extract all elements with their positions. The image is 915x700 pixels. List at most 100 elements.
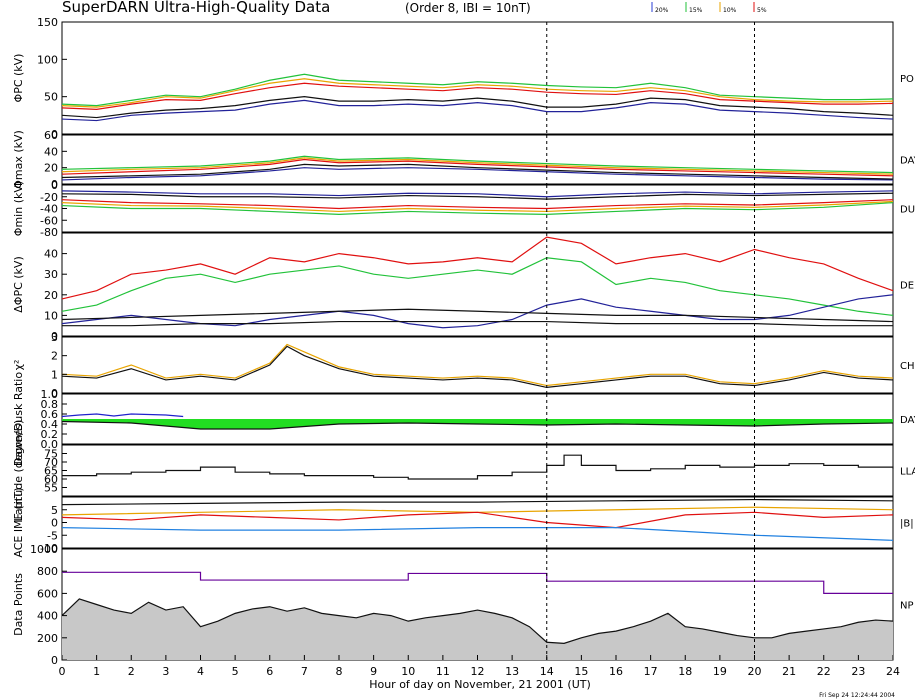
legend-label-3: 5% — [757, 7, 767, 14]
y-axis-label-lat: Latitude (degrees) — [12, 420, 25, 522]
x-tick-label-20: 20 — [748, 665, 762, 678]
x-tick-label-15: 15 — [574, 665, 588, 678]
x-tick-label-18: 18 — [678, 665, 692, 678]
series-line-max-3 — [61, 167, 894, 181]
y-tick-label-max-2: 40 — [44, 145, 58, 158]
x-tick-label-22: 22 — [817, 665, 831, 678]
x-tick-label-2: 2 — [128, 665, 135, 678]
y-tick-label-ratio-2: 0.4 — [41, 418, 59, 431]
series-line-ratio-1 — [61, 413, 184, 418]
side-label-dpc: DE — [900, 281, 914, 292]
x-tick-label-7: 7 — [301, 665, 308, 678]
side-label-lat: LLA — [900, 467, 915, 478]
y-axis-label-pc: ΦPC (kV) — [12, 54, 25, 103]
legend-label-2: 10% — [723, 7, 737, 14]
y-tick-label-chi-3: 3 — [51, 331, 58, 344]
y-tick-label-np-1: 200 — [37, 632, 58, 645]
x-tick-label-23: 23 — [851, 665, 865, 678]
x-tick-label-11: 11 — [436, 665, 450, 678]
x-tick-label-8: 8 — [336, 665, 343, 678]
chart-subtitle: (Order 8, IBI = 10nT) — [405, 1, 531, 15]
x-tick-label-14: 14 — [540, 665, 554, 678]
y-tick-label-dpc-4: 40 — [44, 248, 58, 261]
series-line-max-0 — [61, 155, 894, 174]
series-line-pc-1 — [61, 78, 894, 108]
y-axis-label-min: Φmin (kV) — [12, 181, 25, 236]
y-axis-label-np: Data Points — [12, 573, 25, 636]
x-tick-label-19: 19 — [713, 665, 727, 678]
series-line-imf-3 — [61, 527, 894, 541]
y-tick-label-imf-0: -10 — [40, 542, 58, 555]
y-tick-label-min-0: -80 — [40, 226, 58, 239]
y-tick-label-dpc-3: 30 — [44, 268, 58, 281]
y-tick-label-max-1: 20 — [44, 162, 58, 175]
legend-label-0: 20% — [655, 7, 669, 14]
panel-np: 0 200 400 600 800 1000 Data Points NP — [12, 543, 914, 667]
chart-title: SuperDARN Ultra-High-Quality Data — [62, 0, 330, 16]
y-tick-label-ratio-5: 1.0 — [41, 388, 59, 401]
x-tick-label-4: 4 — [197, 665, 204, 678]
y-axis-label-dpc: ΔΦPC (kV) — [12, 256, 25, 312]
y-tick-label-lat-1: 60 — [44, 473, 58, 486]
y-tick-label-min-4: 0 — [51, 179, 58, 192]
panel-frame-chi — [61, 336, 894, 394]
x-tick-label-10: 10 — [401, 665, 415, 678]
x-axis-label: Hour of day on November, 21 2001 (UT) — [369, 678, 591, 691]
series-line-min-4 — [61, 192, 894, 200]
y-tick-label-chi-0: 0 — [51, 387, 58, 400]
x-tick-label-0: 0 — [59, 665, 66, 678]
x-tick-label-5: 5 — [232, 665, 239, 678]
series-line-pc-0 — [61, 73, 894, 107]
y-tick-label-pc-1: 50 — [44, 91, 58, 104]
y-tick-label-imf-1: -5 — [47, 529, 58, 542]
y-tick-label-min-3: -20 — [40, 191, 58, 204]
panel-pc: 0 50 100 150 ΦPC (kV) PO PO — [12, 16, 915, 141]
x-tick-label-21: 21 — [782, 665, 796, 678]
side-label-imf: |B| — [900, 519, 914, 530]
series-line-dpc-0 — [61, 236, 894, 300]
panel-dpc: 0 10 20 30 40 ΔΦPC (kV) DE — [12, 232, 914, 343]
x-tick-label-12: 12 — [471, 665, 485, 678]
side-label-ratio: DAY — [900, 415, 915, 426]
y-tick-label-imf-3: 5 — [51, 504, 58, 517]
y-tick-label-chi-2: 2 — [51, 350, 58, 363]
panel-min: -80-60-40-200 Φmin (kV) DU — [12, 179, 915, 239]
y-tick-label-dpc-0: 0 — [51, 330, 58, 343]
panel-frame-max — [61, 134, 894, 185]
series-line-min-1 — [61, 200, 894, 213]
y-axis-label-max: Φmax (kV) — [12, 130, 25, 189]
y-axis-label-imf: ACE IMF (nT) — [12, 487, 25, 557]
panel-ratio: 0.00.20.40.60.81.0 Dawn/Dusk Ratio DAY — [12, 372, 915, 466]
side-label-min: DU — [900, 205, 915, 216]
y-axis-label-ratio: Dawn/Dusk Ratio — [12, 372, 25, 466]
y-tick-label-pc-3: 150 — [37, 16, 58, 29]
series-line-max-4 — [61, 163, 894, 180]
y-tick-label-min-2: -40 — [40, 203, 58, 216]
side-label-max: DAY — [900, 156, 915, 167]
series-line-imf-0 — [61, 498, 894, 506]
y-tick-label-lat-3: 70 — [44, 456, 58, 469]
y-tick-label-lat-0: 55 — [44, 482, 58, 495]
x-tick-label-6: 6 — [266, 665, 273, 678]
x-tick-label-17: 17 — [644, 665, 658, 678]
side-label-chi: CH — [900, 361, 915, 372]
series-line-chi-0 — [61, 343, 894, 387]
y-tick-label-np-5: 1000 — [30, 543, 58, 556]
series-line-max-1 — [61, 157, 894, 175]
y-tick-label-np-3: 600 — [37, 587, 58, 600]
panel-frame-imf — [61, 496, 894, 549]
quality-legend: 20% 15% 10% 5% — [651, 2, 767, 14]
x-axis: 0 1 2 3 4 5 6 7 8 9 10 11 12 13 14 15 16 17 18 19 20 21 22 23 24 — [59, 655, 900, 678]
side-label-pc: PO PO — [900, 74, 915, 85]
x-tick-label-1: 1 — [93, 665, 100, 678]
y-tick-label-ratio-1: 0.2 — [41, 428, 59, 441]
panel-frame-dpc — [61, 232, 894, 337]
x-tick-label-24: 24 — [886, 665, 900, 678]
series-line-max-2 — [61, 158, 894, 177]
timestamp: Fri Sep 24 12:24:44 2004 — [819, 692, 895, 699]
y-tick-label-np-0: 0 — [51, 654, 58, 667]
x-tick-label-3: 3 — [162, 665, 169, 678]
series-line-pc-3 — [61, 99, 894, 122]
